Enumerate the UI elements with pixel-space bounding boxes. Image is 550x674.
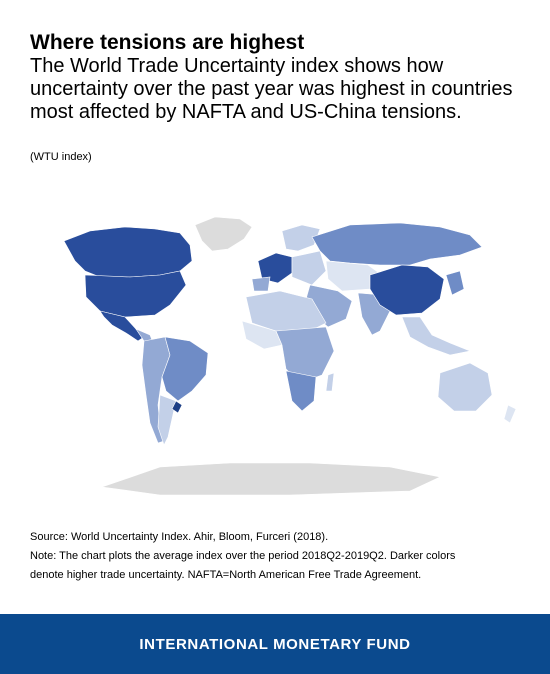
region-china xyxy=(369,264,445,316)
region-southern-africa xyxy=(285,370,317,412)
region-eastern-europe xyxy=(291,250,327,286)
region-uruguay xyxy=(171,400,183,414)
region-north-africa xyxy=(245,290,327,332)
unit-label: (WTU index) xyxy=(30,151,92,163)
source-note: Source: World Uncertainty Index. Ahir, B… xyxy=(30,531,329,543)
chart-title: Where tensions are highest xyxy=(30,31,305,54)
region-antarctica xyxy=(101,462,441,496)
world-map xyxy=(63,216,517,496)
footer-banner: INTERNATIONAL MONETARY FUND xyxy=(0,614,550,674)
region-west-africa xyxy=(241,320,283,350)
region-mexico xyxy=(99,310,145,342)
note-line-2: denote higher trade uncertainty. NAFTA=N… xyxy=(30,569,422,581)
region-iberia xyxy=(251,276,271,292)
region-united-states xyxy=(84,270,187,318)
region-russia xyxy=(311,222,483,266)
imf-logo-text: INTERNATIONAL MONETARY FUND xyxy=(139,635,411,653)
note-line-1: Note: The chart plots the average index … xyxy=(30,550,456,562)
region-australia xyxy=(437,362,493,412)
region-southeast-asia xyxy=(401,316,472,356)
region-canada xyxy=(63,226,193,278)
notes-block: Source: World Uncertainty Index. Ahir, B… xyxy=(30,528,530,585)
chart-subtitle: The World Trade Uncertainty index shows … xyxy=(30,55,513,123)
region-madagascar xyxy=(325,372,335,392)
region-brazil xyxy=(161,336,209,402)
region-korea-japan xyxy=(445,270,465,296)
region-northern-europe xyxy=(281,224,321,252)
region-new-zealand xyxy=(503,404,517,424)
region-greenland xyxy=(194,216,253,252)
